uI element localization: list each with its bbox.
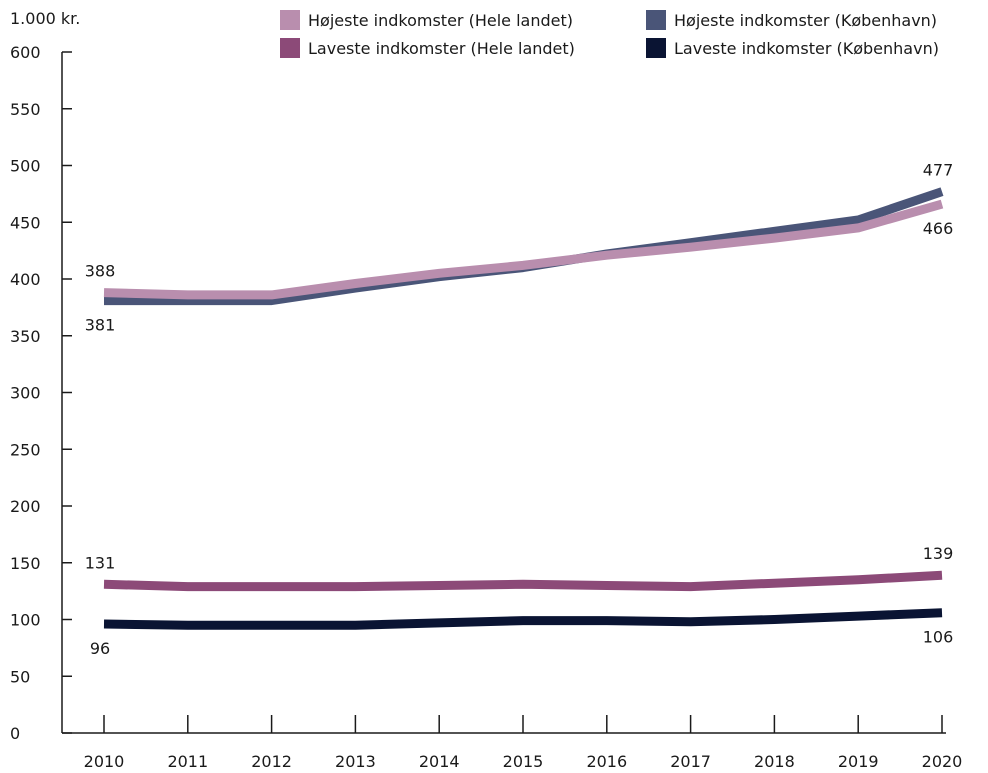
x-tick-label: 2014 — [419, 752, 460, 771]
legend-swatch-3 — [646, 38, 666, 58]
series-line-0 — [103, 199, 944, 300]
data-label-1-0: 381 — [85, 316, 116, 335]
y-tick-label: 50 — [10, 667, 30, 686]
y-tick-label: 250 — [10, 440, 41, 459]
data-label-0-0: 388 — [85, 262, 116, 281]
y-tick-label: 600 — [10, 43, 41, 62]
legend-swatch-1 — [646, 10, 666, 30]
axes: 0 50 100 150 200 250 300 350 400 450 500 550 600 2010… — [10, 43, 962, 771]
series-line-1 — [104, 187, 944, 306]
y-tick-label: 300 — [10, 384, 41, 403]
legend-label-0: Højeste indkomster (Hele landet) — [308, 11, 573, 30]
series-line-3 — [103, 608, 943, 630]
series-line-2 — [103, 570, 943, 592]
legend-swatch-2 — [280, 38, 300, 58]
data-label-2-0: 131 — [85, 553, 116, 572]
x-tick-label: 2015 — [503, 752, 544, 771]
legend-label-3: Laveste indkomster (København) — [674, 39, 939, 58]
y-tick-label: 200 — [10, 497, 41, 516]
y-tick-label: 0 — [10, 724, 20, 743]
data-label-3-0: 96 — [90, 639, 110, 658]
data-label-2-10: 139 — [923, 544, 954, 563]
legend-label-1: Højeste indkomster (København) — [674, 11, 937, 30]
y-tick-label: 500 — [10, 157, 41, 176]
x-tick-label: 2012 — [251, 752, 292, 771]
x-tick-label: 2019 — [838, 752, 879, 771]
series-lines — [103, 187, 944, 630]
legend: Højeste indkomster (Hele landet) Højeste … — [280, 10, 939, 58]
y-tick-label: 100 — [10, 611, 41, 630]
legend-swatch-0 — [280, 10, 300, 30]
x-tick-label: 2013 — [335, 752, 376, 771]
x-tick-label: 2010 — [84, 752, 125, 771]
data-label-1-10: 477 — [923, 161, 954, 180]
y-unit-label: 1.000 kr. — [10, 9, 80, 28]
y-tick-label: 550 — [10, 100, 41, 119]
x-tick-label: 2011 — [167, 752, 208, 771]
data-label-0-10: 466 — [923, 219, 954, 238]
y-tick-label: 450 — [10, 213, 41, 232]
legend-label-2: Laveste indkomster (Hele landet) — [308, 39, 575, 58]
y-tick-label: 350 — [10, 327, 41, 346]
data-label-3-10: 106 — [923, 628, 954, 647]
x-tick-label: 2016 — [586, 752, 627, 771]
x-tick-label: 2018 — [754, 752, 795, 771]
y-tick-label: 400 — [10, 270, 41, 289]
data-labels: 388 466 381 477 131 139 96 106 — [85, 161, 954, 658]
x-tick-label: 2020 — [922, 752, 963, 771]
x-tick-label: 2017 — [670, 752, 711, 771]
y-tick-label: 150 — [10, 554, 41, 573]
